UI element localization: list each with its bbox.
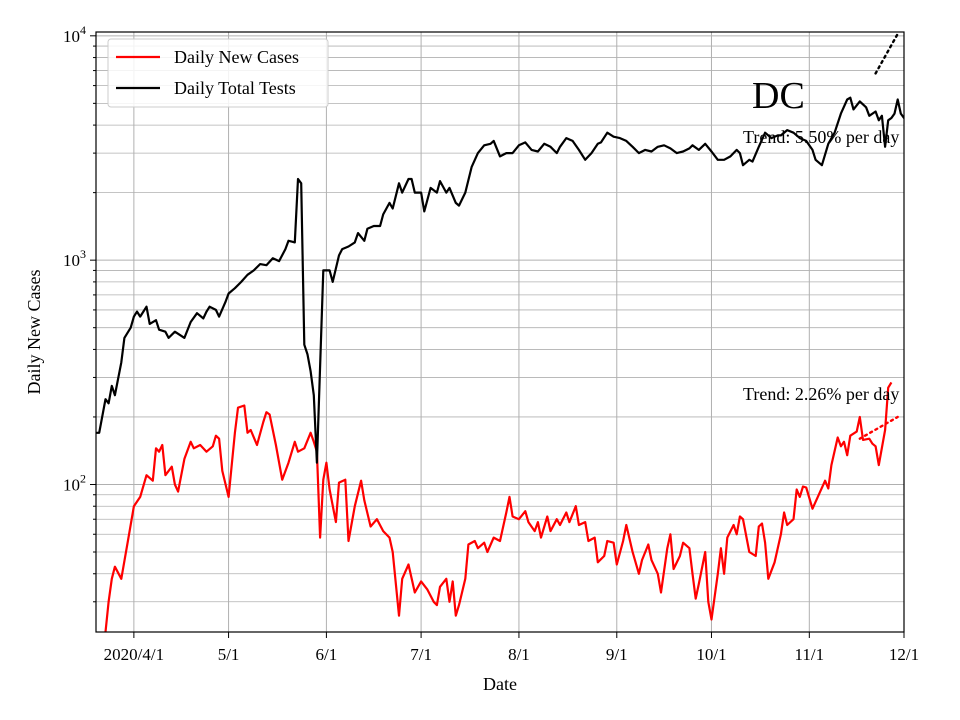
grid-layer <box>96 32 905 632</box>
x-tick-label: 11/1 <box>795 645 825 664</box>
cases-trend-annotation: Trend: 2.26% per day <box>743 384 899 404</box>
y-axis-label: Daily New Cases <box>24 270 44 395</box>
trend-line-cases <box>858 415 899 440</box>
x-tick-label: 7/1 <box>410 645 432 664</box>
series-line-daily-total-tests <box>96 96 904 464</box>
x-tick-label: 10/1 <box>696 645 726 664</box>
x-axis-label: Date <box>483 674 517 694</box>
y-tick-label: 102 <box>63 471 86 494</box>
legend: Daily New Cases Daily Total Tests <box>107 38 329 108</box>
tests-trend-annotation: Trend: 5.50% per day <box>743 127 899 147</box>
x-tick-label: 8/1 <box>508 645 530 664</box>
x-tick-label: 9/1 <box>606 645 628 664</box>
legend-label-tests: Daily Total Tests <box>174 78 296 98</box>
series-layer <box>96 32 904 632</box>
y-tick-label: 103 <box>63 247 86 270</box>
axis-layer: 2020/4/1 5/1 6/1 7/1 8/1 9/1 10/1 11/1 12/1 102 10… <box>63 23 919 664</box>
series-line-daily-new-cases <box>104 381 893 632</box>
y-tick-label: 104 <box>63 23 86 46</box>
legend-box <box>107 38 329 108</box>
x-tick-label: 5/1 <box>218 645 240 664</box>
legend-label-cases: Daily New Cases <box>174 47 299 67</box>
x-tick-label: 2020/4/1 <box>104 645 164 664</box>
chart-region-label: DC <box>752 75 805 117</box>
trend-line-tests <box>874 32 899 75</box>
x-tick-label: 6/1 <box>316 645 338 664</box>
x-tick-label: 12/1 <box>889 645 919 664</box>
plot-frame <box>95 31 905 633</box>
